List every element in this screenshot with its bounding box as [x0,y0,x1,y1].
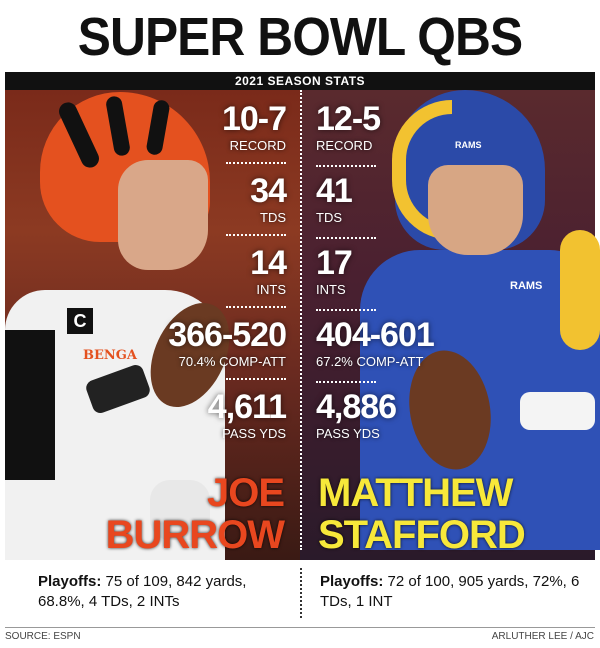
name-first: MATTHEW [318,471,513,515]
rams-sleeve [560,230,600,350]
center-divider [300,90,302,550]
name-last: STAFFORD [318,513,526,557]
burrow-name: JOE BURROW [105,471,285,557]
stat-comp-att: 404-601 67.2% COMP-ATT [316,316,476,388]
stat-pass-yds: 4,611 PASS YDS [140,388,287,460]
stafford-face [428,165,523,255]
playoffs-label: Playoffs: [38,573,102,590]
bengals-sleeve [5,330,55,480]
stafford-name: MATTHEW STAFFORD [318,471,526,557]
stat-label: RECORD [229,138,286,153]
artist-credit: ARLUTHER LEE / AJC [491,631,594,642]
stat-divider [316,381,376,383]
stat-value: 4,886 [316,388,397,426]
stat-label: RECORD [316,138,373,153]
stat-label: 70.4% COMP-ATT [178,354,286,369]
stat-label: INTS [316,282,346,297]
stat-value: 4,611 [207,388,287,426]
page-title: SUPER BOWL QBS [77,7,523,67]
source-credit: SOURCE: ESPN [5,631,81,642]
stat-label: INTS [256,282,286,297]
season-header: 2021 SEASON STATS [5,72,595,90]
stat-value: 41 [316,172,353,210]
stat-value: 17 [316,244,353,282]
stat-label: PASS YDS [222,426,286,441]
stat-divider [316,237,376,239]
stat-label: TDS [316,210,342,225]
stat-divider [226,306,286,308]
burrow-stats: 10-7 RECORD 34 TDS 14 INTS 366-520 70.4%… [140,100,287,460]
rams-chest-text: RAMS [510,280,543,292]
stat-tds: 34 TDS [140,172,287,244]
name-last: BURROW [105,513,285,557]
stafford-stats: 12-5 RECORD 41 TDS 17 INTS 404-601 67.2%… [316,100,476,460]
burrow-face [118,160,208,270]
stat-value: 14 [250,244,287,282]
stat-record: 10-7 RECORD [140,100,287,172]
playoffs-divider [300,568,302,618]
stat-value: 34 [250,172,287,210]
name-first: JOE [206,471,285,515]
stafford-playoffs: Playoffs: 72 of 100, 905 yards, 72%, 6 T… [320,572,590,612]
stat-divider [226,162,286,164]
stat-label: 67.2% COMP-ATT [316,354,424,369]
stat-divider [226,378,286,380]
stat-pass-yds: 4,886 PASS YDS [316,388,476,460]
stat-divider [316,309,376,311]
stat-divider [226,234,286,236]
bengals-jersey-text: BENGA [83,348,137,363]
playoffs-label: Playoffs: [320,573,384,590]
stat-ints: 17 INTS [316,244,476,316]
stat-ints: 14 INTS [140,244,287,316]
stat-label: TDS [260,210,286,225]
playoffs-text: 75 of 109, 842 yards, 68.8%, 4 TDs, 2 IN… [38,573,247,610]
captain-patch: C [67,308,93,334]
stat-value: 10-7 [221,100,287,138]
stat-tds: 41 TDS [316,172,476,244]
arm-sleeve [520,392,595,430]
burrow-playoffs: Playoffs: 75 of 109, 842 yards, 68.8%, 4… [38,572,288,612]
stat-label: PASS YDS [316,426,380,441]
stat-record: 12-5 RECORD [316,100,476,172]
stat-value: 404-601 [316,316,435,354]
stat-value: 12-5 [316,100,381,138]
glove [150,480,210,540]
stat-divider [316,165,376,167]
playoffs-text: 72 of 100, 905 yards, 72%, 6 TDs, 1 INT [320,573,580,610]
rams-helmet-text: RAMS [455,140,482,150]
stat-comp-att: 366-520 70.4% COMP-ATT [140,316,287,388]
footer-rule [5,627,595,628]
stat-value: 366-520 [168,316,287,354]
